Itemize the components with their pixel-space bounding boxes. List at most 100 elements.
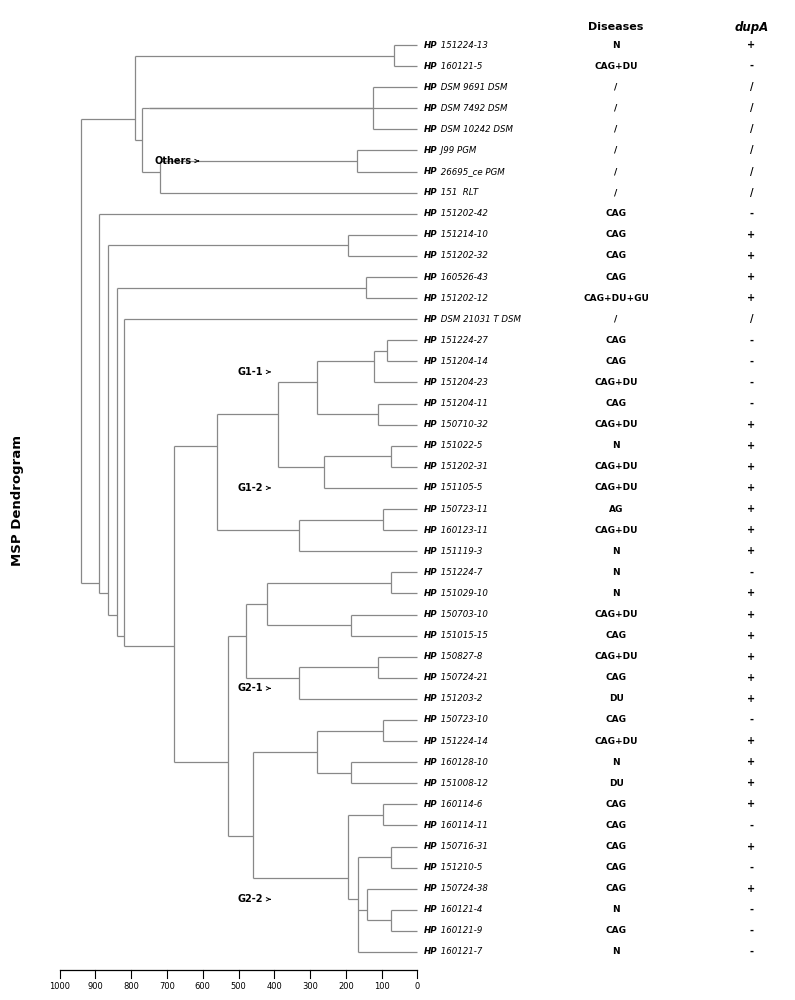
- Text: 151204-11: 151204-11: [438, 399, 488, 408]
- Text: 150724-21: 150724-21: [438, 673, 488, 682]
- Text: -: -: [749, 335, 754, 345]
- Text: HP: HP: [424, 884, 437, 893]
- Text: N: N: [612, 547, 620, 556]
- Text: +: +: [747, 588, 755, 598]
- Text: +: +: [747, 441, 755, 451]
- Text: CAG+DU: CAG+DU: [595, 610, 638, 619]
- Text: 151119-3: 151119-3: [438, 547, 483, 556]
- Text: 151202-42: 151202-42: [438, 209, 488, 218]
- Text: 151202-31: 151202-31: [438, 462, 488, 471]
- Text: +: +: [747, 230, 755, 240]
- Text: CAG+DU: CAG+DU: [595, 420, 638, 429]
- Text: DSM 10242 DSM: DSM 10242 DSM: [438, 125, 513, 134]
- Text: +: +: [747, 694, 755, 704]
- Text: 26695_ce PGM: 26695_ce PGM: [438, 167, 505, 176]
- Text: HP: HP: [424, 209, 437, 218]
- Text: +: +: [747, 420, 755, 430]
- Text: DU: DU: [609, 694, 623, 703]
- Text: CAG+DU: CAG+DU: [595, 652, 638, 661]
- Text: HP: HP: [424, 40, 437, 49]
- Text: HP: HP: [424, 188, 437, 197]
- Text: /: /: [615, 315, 618, 324]
- Text: HP: HP: [424, 758, 437, 767]
- Text: 500: 500: [231, 982, 246, 991]
- Text: CAG: CAG: [606, 357, 626, 366]
- Text: /: /: [615, 104, 618, 113]
- Text: 200: 200: [338, 982, 354, 991]
- Text: -: -: [749, 863, 754, 873]
- Text: 151202-12: 151202-12: [438, 294, 488, 303]
- Text: HP: HP: [424, 800, 437, 809]
- Text: CAG: CAG: [606, 800, 626, 809]
- Text: /: /: [750, 314, 753, 324]
- Text: CAG: CAG: [606, 631, 626, 640]
- Text: CAG+DU+GU: CAG+DU+GU: [584, 294, 649, 303]
- Text: +: +: [747, 462, 755, 472]
- Text: +: +: [747, 842, 755, 852]
- Text: MSP Dendrogram: MSP Dendrogram: [11, 434, 24, 566]
- Text: G2-2: G2-2: [238, 894, 263, 904]
- Text: HP: HP: [424, 420, 437, 429]
- Text: CAG: CAG: [606, 230, 626, 239]
- Text: 160121-9: 160121-9: [438, 926, 483, 935]
- Text: J99 PGM: J99 PGM: [438, 146, 476, 155]
- Text: 300: 300: [302, 982, 318, 991]
- Text: HP: HP: [424, 483, 437, 492]
- Text: -: -: [749, 715, 754, 725]
- Text: -: -: [749, 399, 754, 409]
- Text: CAG: CAG: [606, 863, 626, 872]
- Text: N: N: [612, 589, 620, 598]
- Text: HP: HP: [424, 83, 437, 92]
- Text: HP: HP: [424, 125, 437, 134]
- Text: 800: 800: [123, 982, 139, 991]
- Text: +: +: [747, 546, 755, 556]
- Text: -: -: [749, 209, 754, 219]
- Text: +: +: [747, 40, 755, 50]
- Text: HP: HP: [424, 357, 437, 366]
- Text: CAG+DU: CAG+DU: [595, 483, 638, 492]
- Text: +: +: [747, 483, 755, 493]
- Text: DSM 21031 T DSM: DSM 21031 T DSM: [438, 315, 521, 324]
- Text: HP: HP: [424, 62, 437, 71]
- Text: Others: Others: [154, 156, 192, 166]
- Text: /: /: [615, 146, 618, 155]
- Text: 150716-31: 150716-31: [438, 842, 488, 851]
- Text: 700: 700: [159, 982, 175, 991]
- Text: 151029-10: 151029-10: [438, 589, 488, 598]
- Text: HP: HP: [424, 568, 437, 577]
- Text: 150724-38: 150724-38: [438, 884, 488, 893]
- Text: CAG: CAG: [606, 251, 626, 260]
- Text: +: +: [747, 884, 755, 894]
- Text: HP: HP: [424, 589, 437, 598]
- Text: 151022-5: 151022-5: [438, 441, 483, 450]
- Text: +: +: [747, 631, 755, 641]
- Text: -: -: [749, 905, 754, 915]
- Text: 150827-8: 150827-8: [438, 652, 483, 661]
- Text: /: /: [750, 188, 753, 198]
- Text: 150723-11: 150723-11: [438, 505, 488, 514]
- Text: CAG+DU: CAG+DU: [595, 462, 638, 471]
- Text: -: -: [749, 567, 754, 577]
- Text: HP: HP: [424, 779, 437, 788]
- Text: /: /: [615, 188, 618, 197]
- Text: +: +: [747, 272, 755, 282]
- Text: 151105-5: 151105-5: [438, 483, 483, 492]
- Text: N: N: [612, 758, 620, 767]
- Text: HP: HP: [424, 652, 437, 661]
- Text: 151224-14: 151224-14: [438, 737, 488, 746]
- Text: 160526-43: 160526-43: [438, 273, 488, 282]
- Text: HP: HP: [424, 526, 437, 535]
- Text: HP: HP: [424, 230, 437, 239]
- Text: HP: HP: [424, 315, 437, 324]
- Text: HP: HP: [424, 104, 437, 113]
- Text: /: /: [750, 124, 753, 134]
- Text: 150723-10: 150723-10: [438, 715, 488, 724]
- Text: HP: HP: [424, 462, 437, 471]
- Text: AG: AG: [609, 505, 623, 514]
- Text: 400: 400: [266, 982, 282, 991]
- Text: HP: HP: [424, 610, 437, 619]
- Text: HP: HP: [424, 505, 437, 514]
- Text: CAG: CAG: [606, 884, 626, 893]
- Text: HP: HP: [424, 378, 437, 387]
- Text: CAG+DU: CAG+DU: [595, 62, 638, 71]
